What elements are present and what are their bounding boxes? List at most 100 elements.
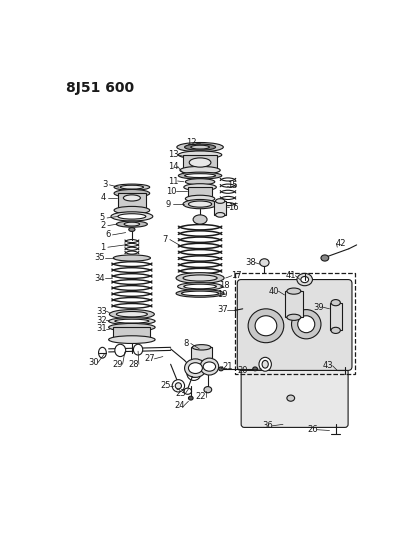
Bar — [118, 193, 146, 210]
Ellipse shape — [331, 327, 340, 334]
Ellipse shape — [204, 386, 212, 393]
Ellipse shape — [259, 357, 271, 371]
Text: 17: 17 — [231, 271, 242, 280]
Ellipse shape — [176, 273, 224, 284]
Text: 14: 14 — [168, 162, 178, 171]
Bar — [113, 327, 150, 340]
Ellipse shape — [189, 158, 211, 167]
Ellipse shape — [176, 289, 224, 297]
Text: 43: 43 — [323, 361, 333, 370]
Ellipse shape — [109, 324, 155, 331]
Text: 11: 11 — [168, 176, 178, 185]
Text: 32: 32 — [96, 316, 107, 325]
Text: 22: 22 — [196, 392, 206, 401]
Text: 36: 36 — [262, 422, 273, 430]
Ellipse shape — [185, 174, 216, 177]
Text: 39: 39 — [314, 303, 324, 312]
Ellipse shape — [185, 359, 206, 377]
Text: 8J51 600: 8J51 600 — [66, 81, 134, 95]
Ellipse shape — [113, 255, 150, 261]
Ellipse shape — [99, 348, 106, 358]
Ellipse shape — [109, 336, 155, 343]
Text: 42: 42 — [336, 239, 346, 248]
Ellipse shape — [123, 195, 141, 201]
Ellipse shape — [111, 212, 153, 221]
Ellipse shape — [301, 277, 309, 282]
Text: 24: 24 — [174, 401, 184, 410]
Ellipse shape — [185, 195, 215, 202]
Text: 10: 10 — [166, 187, 177, 196]
Ellipse shape — [192, 345, 211, 350]
Text: 29: 29 — [113, 360, 123, 369]
Text: 15: 15 — [227, 181, 238, 190]
Ellipse shape — [175, 383, 181, 389]
Ellipse shape — [216, 199, 225, 203]
Text: 19: 19 — [217, 290, 228, 298]
Ellipse shape — [120, 185, 143, 189]
Text: 23: 23 — [175, 389, 186, 398]
Ellipse shape — [292, 310, 321, 339]
Text: 2: 2 — [101, 221, 106, 230]
Ellipse shape — [114, 206, 150, 214]
Ellipse shape — [248, 309, 284, 343]
Text: 40: 40 — [268, 287, 279, 296]
Text: 7: 7 — [162, 235, 168, 244]
Text: 20: 20 — [238, 366, 248, 375]
Ellipse shape — [298, 316, 315, 333]
Text: 6: 6 — [105, 230, 111, 239]
Ellipse shape — [179, 151, 222, 159]
Text: 33: 33 — [96, 306, 107, 316]
Text: 28: 28 — [129, 360, 139, 369]
Text: 26: 26 — [307, 425, 318, 434]
Ellipse shape — [133, 344, 143, 355]
Ellipse shape — [129, 228, 135, 231]
Text: 1: 1 — [101, 243, 106, 252]
Text: 13: 13 — [168, 150, 178, 159]
Text: 8: 8 — [183, 339, 189, 348]
Ellipse shape — [193, 215, 207, 224]
Ellipse shape — [219, 367, 223, 371]
Ellipse shape — [109, 310, 154, 319]
Text: 3: 3 — [102, 180, 107, 189]
Ellipse shape — [188, 363, 202, 374]
Ellipse shape — [183, 275, 217, 281]
Bar — [188, 187, 213, 199]
Ellipse shape — [184, 388, 191, 394]
Text: 34: 34 — [95, 273, 105, 282]
Ellipse shape — [255, 316, 277, 336]
Text: 31: 31 — [96, 325, 107, 333]
Bar — [330, 303, 342, 330]
Text: 37: 37 — [217, 305, 228, 314]
Ellipse shape — [172, 379, 185, 392]
Text: 18: 18 — [219, 281, 230, 290]
Bar — [235, 273, 355, 374]
Text: 27: 27 — [144, 354, 155, 364]
Ellipse shape — [297, 273, 312, 286]
Ellipse shape — [183, 199, 217, 209]
Ellipse shape — [287, 314, 301, 320]
Ellipse shape — [331, 300, 340, 306]
Text: 38: 38 — [245, 258, 256, 267]
Text: 30: 30 — [88, 358, 99, 367]
Ellipse shape — [321, 255, 329, 261]
Ellipse shape — [253, 367, 257, 371]
Text: 41: 41 — [286, 271, 296, 280]
Ellipse shape — [287, 395, 295, 401]
Ellipse shape — [287, 288, 301, 294]
Ellipse shape — [203, 362, 216, 371]
Ellipse shape — [185, 179, 215, 185]
Ellipse shape — [118, 214, 146, 219]
Ellipse shape — [184, 184, 217, 191]
Ellipse shape — [114, 184, 150, 190]
Ellipse shape — [114, 189, 150, 197]
Text: 5: 5 — [100, 213, 105, 222]
Text: 16: 16 — [228, 203, 239, 212]
Ellipse shape — [115, 319, 149, 323]
Text: 25: 25 — [160, 381, 170, 390]
Bar — [214, 201, 226, 215]
Ellipse shape — [260, 259, 269, 266]
Text: 9: 9 — [166, 199, 171, 208]
Ellipse shape — [188, 396, 193, 400]
Text: 4: 4 — [101, 193, 106, 203]
FancyBboxPatch shape — [241, 369, 348, 427]
